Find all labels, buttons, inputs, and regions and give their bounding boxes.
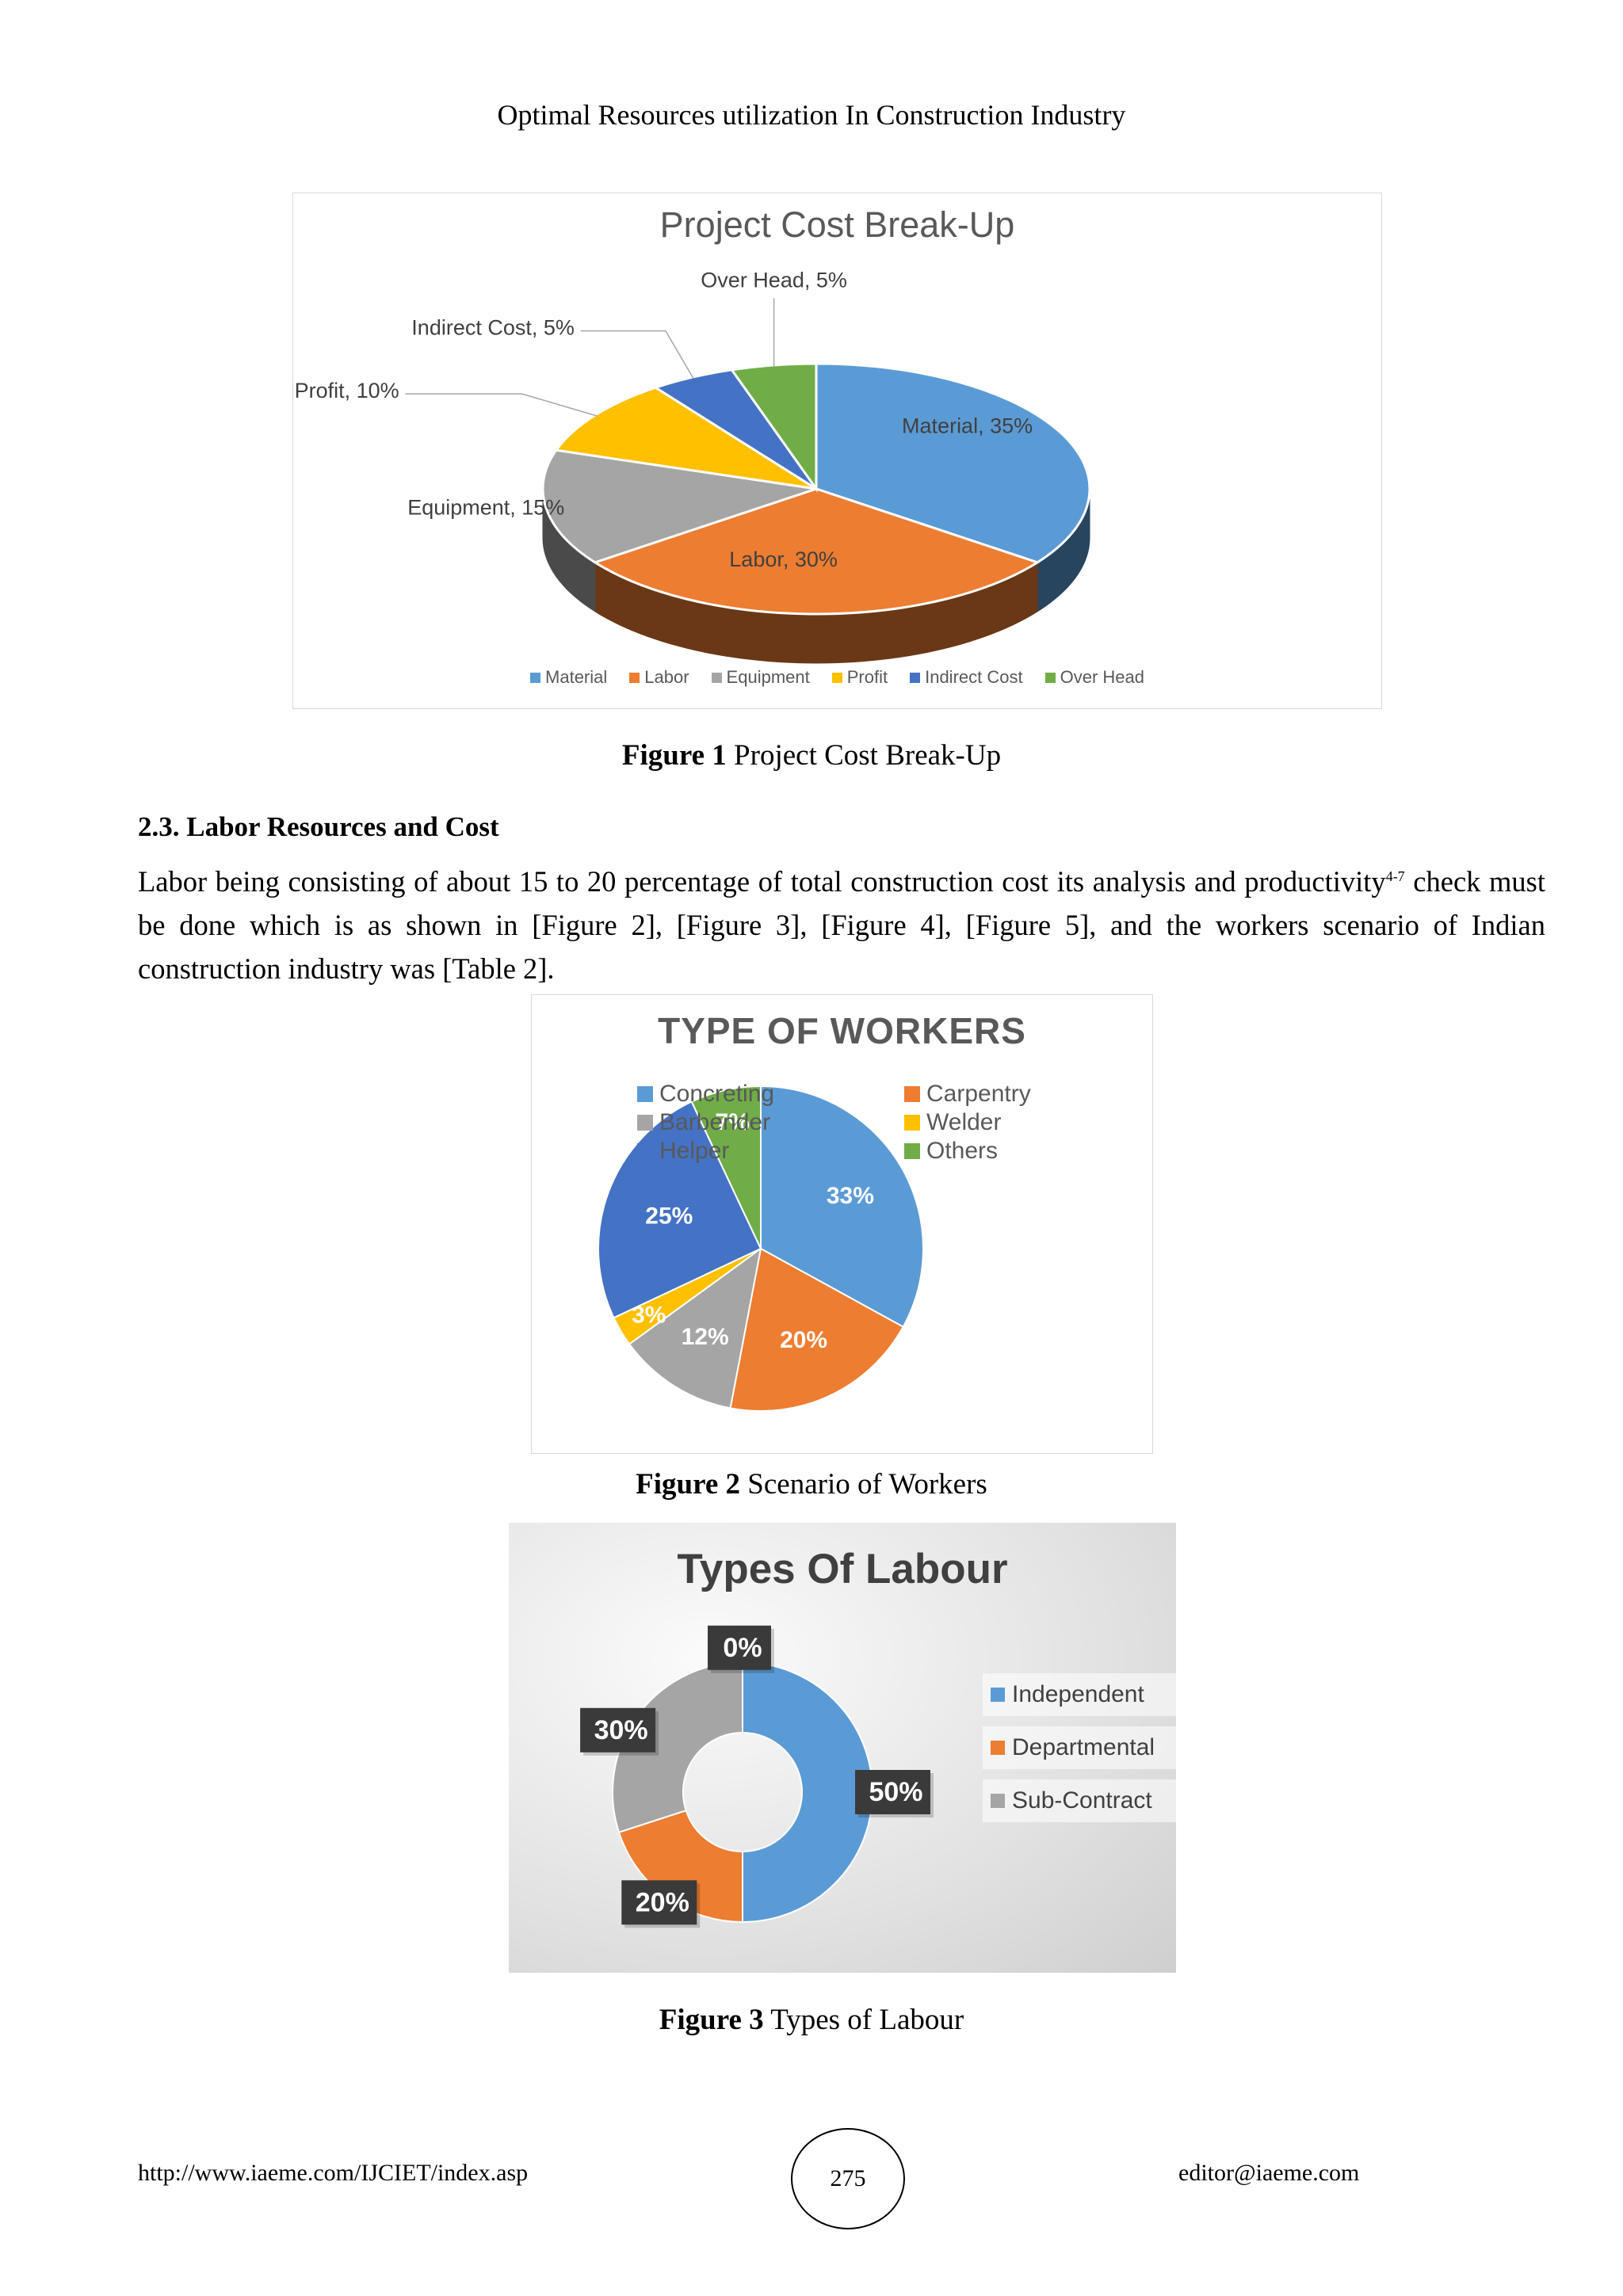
svg-text:50%: 50% <box>869 1777 922 1807</box>
svg-text:20%: 20% <box>780 1327 827 1353</box>
svg-text:Indirect Cost, 5%: Indirect Cost, 5% <box>411 316 575 340</box>
svg-text:Profit, 10%: Profit, 10% <box>295 379 399 402</box>
svg-text:Over Head, 5%: Over Head, 5% <box>701 269 847 292</box>
svg-text:25%: 25% <box>645 1203 693 1229</box>
svg-text:Material, 35%: Material, 35% <box>902 414 1033 438</box>
svg-text:20%: 20% <box>636 1887 689 1917</box>
svg-text:33%: 33% <box>827 1183 874 1209</box>
svg-text:3%: 3% <box>632 1302 666 1329</box>
svg-text:0%: 0% <box>723 1633 762 1663</box>
svg-text:30%: 30% <box>594 1715 648 1745</box>
svg-text:Labor, 30%: Labor, 30% <box>729 547 838 571</box>
svg-text:Equipment, 15%: Equipment, 15% <box>407 496 564 520</box>
svg-text:12%: 12% <box>682 1324 729 1350</box>
